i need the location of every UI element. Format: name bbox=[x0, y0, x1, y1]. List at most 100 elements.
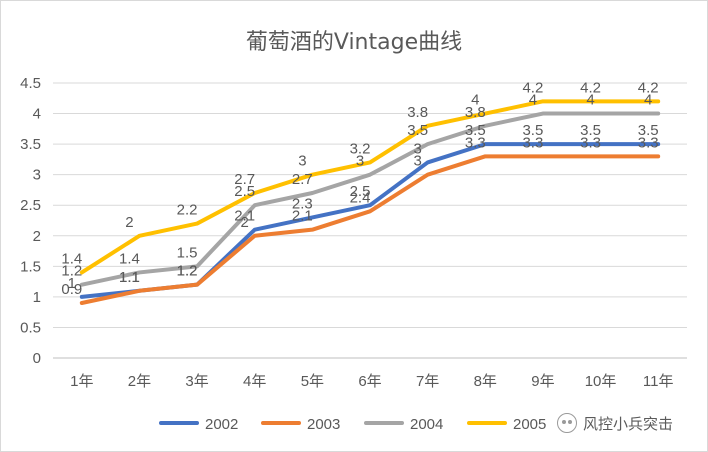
y-tick-label: 2.5 bbox=[20, 197, 41, 214]
data-label-2002: 3.5 bbox=[580, 122, 601, 139]
data-point-2005 bbox=[484, 113, 486, 115]
data-point-2004 bbox=[542, 113, 544, 115]
data-point-2003 bbox=[254, 235, 256, 237]
data-label-2005: 2.2 bbox=[177, 202, 198, 219]
data-point-2005 bbox=[369, 161, 371, 163]
data-label-2003: 3.3 bbox=[465, 134, 486, 151]
y-tick-label: 1 bbox=[33, 289, 41, 306]
x-tick-label: 6年 bbox=[358, 373, 381, 390]
data-label-2004: 3.5 bbox=[407, 122, 428, 139]
data-point-2003 bbox=[81, 302, 83, 304]
x-tick-label: 1年 bbox=[70, 373, 93, 390]
data-label-2005: 4 bbox=[471, 92, 479, 109]
data-label-2004: 3.8 bbox=[465, 104, 486, 121]
data-label-2005: 2 bbox=[125, 214, 133, 231]
legend-label-2005: 2005 bbox=[513, 416, 546, 433]
x-tick-label: 5年 bbox=[301, 373, 324, 390]
data-point-2002 bbox=[484, 143, 486, 145]
data-point-2003 bbox=[657, 155, 659, 157]
y-tick-label: 4.5 bbox=[20, 75, 41, 92]
data-label-2005: 3 bbox=[298, 153, 306, 170]
data-point-2005 bbox=[657, 100, 659, 102]
data-label-2004: 1.2 bbox=[61, 263, 82, 280]
data-label-2005: 2.7 bbox=[234, 171, 255, 188]
wechat-icon bbox=[557, 413, 577, 433]
data-label-2005: 3.2 bbox=[350, 140, 371, 157]
data-label-2004: 2.5 bbox=[234, 183, 255, 200]
data-label-2005: 3.8 bbox=[407, 104, 428, 121]
watermark: 风控小兵突击 bbox=[557, 411, 707, 435]
data-label-2005: 4.2 bbox=[638, 79, 659, 96]
series-line-2002 bbox=[79, 142, 661, 299]
data-point-2002 bbox=[81, 296, 83, 298]
data-point-2002 bbox=[369, 204, 371, 206]
data-point-2003 bbox=[196, 284, 198, 286]
watermark-text: 风控小兵突击 bbox=[583, 414, 674, 433]
data-label-2003: 3.3 bbox=[638, 134, 659, 151]
legend-label-2002: 2002 bbox=[205, 416, 238, 433]
data-point-2003 bbox=[427, 174, 429, 176]
data-point-2003 bbox=[369, 210, 371, 212]
y-tick-label: 4 bbox=[33, 106, 41, 123]
data-label-2002: 3.5 bbox=[522, 122, 543, 139]
data-point-2004 bbox=[81, 284, 83, 286]
legend-label-2003: 2003 bbox=[307, 416, 340, 433]
y-tick-label: 0 bbox=[33, 350, 41, 367]
data-point-2005 bbox=[138, 235, 140, 237]
x-tick-label: 4年 bbox=[243, 373, 266, 390]
data-point-2002 bbox=[542, 143, 544, 145]
x-tick-label: 2年 bbox=[128, 373, 151, 390]
data-label-2002: 2.3 bbox=[292, 195, 313, 212]
data-label-2004: 1.5 bbox=[177, 244, 198, 261]
data-point-2005 bbox=[427, 125, 429, 127]
data-label-2003: 3 bbox=[413, 153, 421, 170]
data-point-2004 bbox=[600, 113, 602, 115]
data-label-2003: 0.9 bbox=[61, 281, 82, 298]
x-tick-label: 3年 bbox=[185, 373, 208, 390]
data-point-2005 bbox=[196, 223, 198, 225]
data-label-2004: 2.7 bbox=[292, 171, 313, 188]
data-point-2004 bbox=[254, 204, 256, 206]
y-tick-label: 0.5 bbox=[20, 319, 41, 336]
y-tick-label: 1.5 bbox=[20, 258, 41, 275]
x-tick-label: 11年 bbox=[643, 373, 674, 390]
data-point-2003 bbox=[542, 155, 544, 157]
data-point-2002 bbox=[657, 143, 659, 145]
data-label-2005: 4.2 bbox=[580, 79, 601, 96]
data-label-2002: 2.5 bbox=[350, 183, 371, 200]
data-label-2003: 3.3 bbox=[580, 134, 601, 151]
data-label-2003: 2.4 bbox=[350, 189, 371, 206]
data-label-2004: 4 bbox=[644, 92, 652, 109]
data-point-2004 bbox=[484, 125, 486, 127]
data-label-2002: 3.5 bbox=[465, 122, 486, 139]
data-point-2004 bbox=[311, 192, 313, 194]
data-point-2003 bbox=[484, 155, 486, 157]
x-tick-label: 8年 bbox=[474, 373, 497, 390]
data-point-2005 bbox=[542, 100, 544, 102]
data-label-2004: 4 bbox=[586, 92, 594, 109]
y-tick-label: 3 bbox=[33, 167, 41, 184]
data-label-2002: 1.2 bbox=[177, 263, 198, 280]
data-point-2005 bbox=[600, 100, 602, 102]
data-label-2002: 1.1 bbox=[119, 269, 140, 286]
data-point-2005 bbox=[81, 271, 83, 273]
data-label-2004: 4 bbox=[529, 92, 537, 109]
data-label-2003: 3.3 bbox=[522, 134, 543, 151]
data-label-2002: 2.1 bbox=[234, 208, 255, 225]
data-point-2005 bbox=[254, 192, 256, 194]
data-point-2004 bbox=[369, 174, 371, 176]
legend-label-2004: 2004 bbox=[410, 416, 443, 433]
data-point-2004 bbox=[196, 265, 198, 267]
data-label-2002: 1 bbox=[68, 275, 76, 292]
data-point-2002 bbox=[254, 229, 256, 231]
data-point-2003 bbox=[600, 155, 602, 157]
data-point-2005 bbox=[311, 174, 313, 176]
data-point-2003 bbox=[311, 229, 313, 231]
data-point-2004 bbox=[657, 113, 659, 115]
data-point-2002 bbox=[427, 161, 429, 163]
data-point-2002 bbox=[311, 216, 313, 218]
data-label-2004: 1.4 bbox=[119, 250, 140, 267]
data-label-2003: 1.2 bbox=[177, 263, 198, 280]
